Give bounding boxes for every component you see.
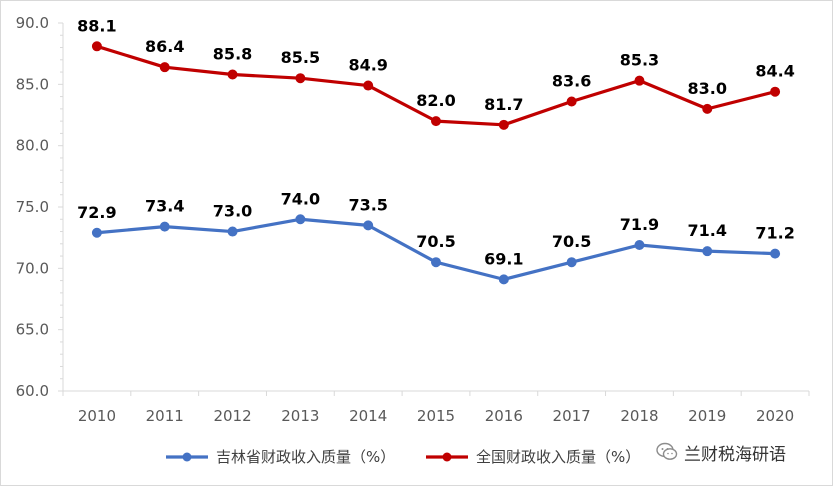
- legend-marker: [182, 452, 192, 462]
- watermark: 兰财税海研语: [656, 440, 786, 465]
- data-point: [498, 119, 509, 130]
- data-point: [227, 226, 238, 237]
- data-point: [431, 116, 441, 127]
- watermark-text: 兰财税海研语: [684, 444, 786, 465]
- x-tick-label: 2010: [78, 407, 116, 425]
- y-tick-label: 65.0: [16, 321, 49, 339]
- y-tick-label: 85.0: [16, 75, 49, 93]
- legend-marker: [442, 452, 452, 462]
- data-label: 83.0: [688, 79, 727, 98]
- x-tick-label: 2013: [281, 407, 319, 425]
- data-label: 84.9: [348, 56, 387, 75]
- wechat-icon: [656, 442, 678, 460]
- legend: 吉林省财政收入质量（%） 全国财政收入质量（%）: [166, 448, 640, 466]
- y-tick-label: 60.0: [16, 382, 49, 400]
- x-tick-label: 2020: [756, 407, 794, 425]
- data-label: 74.0: [281, 189, 320, 208]
- data-label: 81.7: [484, 95, 523, 114]
- data-label: 82.0: [416, 91, 455, 110]
- data-point: [295, 214, 306, 225]
- data-point: [91, 227, 102, 238]
- data-point: [702, 246, 713, 257]
- data-label: 85.5: [281, 48, 320, 67]
- y-tick-label: 90.0: [16, 14, 49, 32]
- data-label: 70.5: [552, 232, 591, 251]
- data-point: [702, 103, 713, 114]
- data-label: 71.9: [620, 215, 659, 234]
- data-label: 85.3: [620, 51, 659, 70]
- data-label: 71.2: [755, 224, 794, 243]
- x-tick-label: 2018: [620, 407, 658, 425]
- data-label: 88.1: [77, 16, 116, 35]
- data-label: 85.8: [213, 45, 252, 64]
- data-label: 83.6: [552, 72, 591, 91]
- data-point: [431, 257, 441, 268]
- data-label: 73.4: [145, 197, 184, 216]
- data-label: 73.0: [213, 202, 252, 221]
- x-tick-label: 2012: [213, 407, 251, 425]
- data-label: 71.4: [688, 221, 727, 240]
- data-point: [159, 221, 170, 232]
- data-label: 72.9: [77, 203, 116, 222]
- x-tick-label: 2015: [417, 407, 455, 425]
- data-label: 70.5: [416, 232, 455, 251]
- axis-layer: 90.0 85.0 80.0 75.0 70.0 65.0 60.0 2010 2011 2012…: [16, 14, 810, 425]
- data-point: [770, 86, 781, 97]
- x-tick-label: 2017: [553, 407, 591, 425]
- legend-entry-label: 吉林省财政收入质量（%）: [216, 448, 395, 466]
- x-tick-label: 2016: [485, 407, 523, 425]
- data-point: [634, 240, 645, 251]
- data-point: [159, 62, 170, 73]
- data-point: [566, 96, 577, 107]
- series-line-1: [95, 44, 777, 127]
- x-tick-label: 2011: [146, 407, 184, 425]
- data-point: [363, 220, 374, 231]
- data-point: [227, 69, 238, 80]
- y-tick-label: 80.0: [16, 137, 49, 155]
- label-layer: 72.9 73.4 73.0 74.0 73.5 70.5 69.1 70.5 71.9 71.4…: [77, 16, 795, 268]
- x-tick-label: 2014: [349, 407, 387, 425]
- legend-entry-label: 全国财政收入质量（%）: [476, 448, 640, 466]
- data-point: [91, 41, 102, 52]
- data-label: 73.5: [348, 195, 387, 214]
- data-point: [770, 248, 781, 259]
- y-tick-label: 70.0: [16, 259, 49, 277]
- data-point: [566, 257, 577, 268]
- x-tick-label: 2019: [688, 407, 726, 425]
- data-point: [363, 80, 374, 91]
- data-label: 86.4: [145, 37, 184, 56]
- data-point: [634, 75, 645, 86]
- data-label: 84.4: [755, 62, 794, 81]
- data-point: [498, 274, 509, 285]
- data-point: [295, 73, 306, 84]
- data-label: 69.1: [484, 249, 523, 268]
- series-layer: [91, 41, 781, 285]
- y-tick-label: 75.0: [16, 198, 49, 216]
